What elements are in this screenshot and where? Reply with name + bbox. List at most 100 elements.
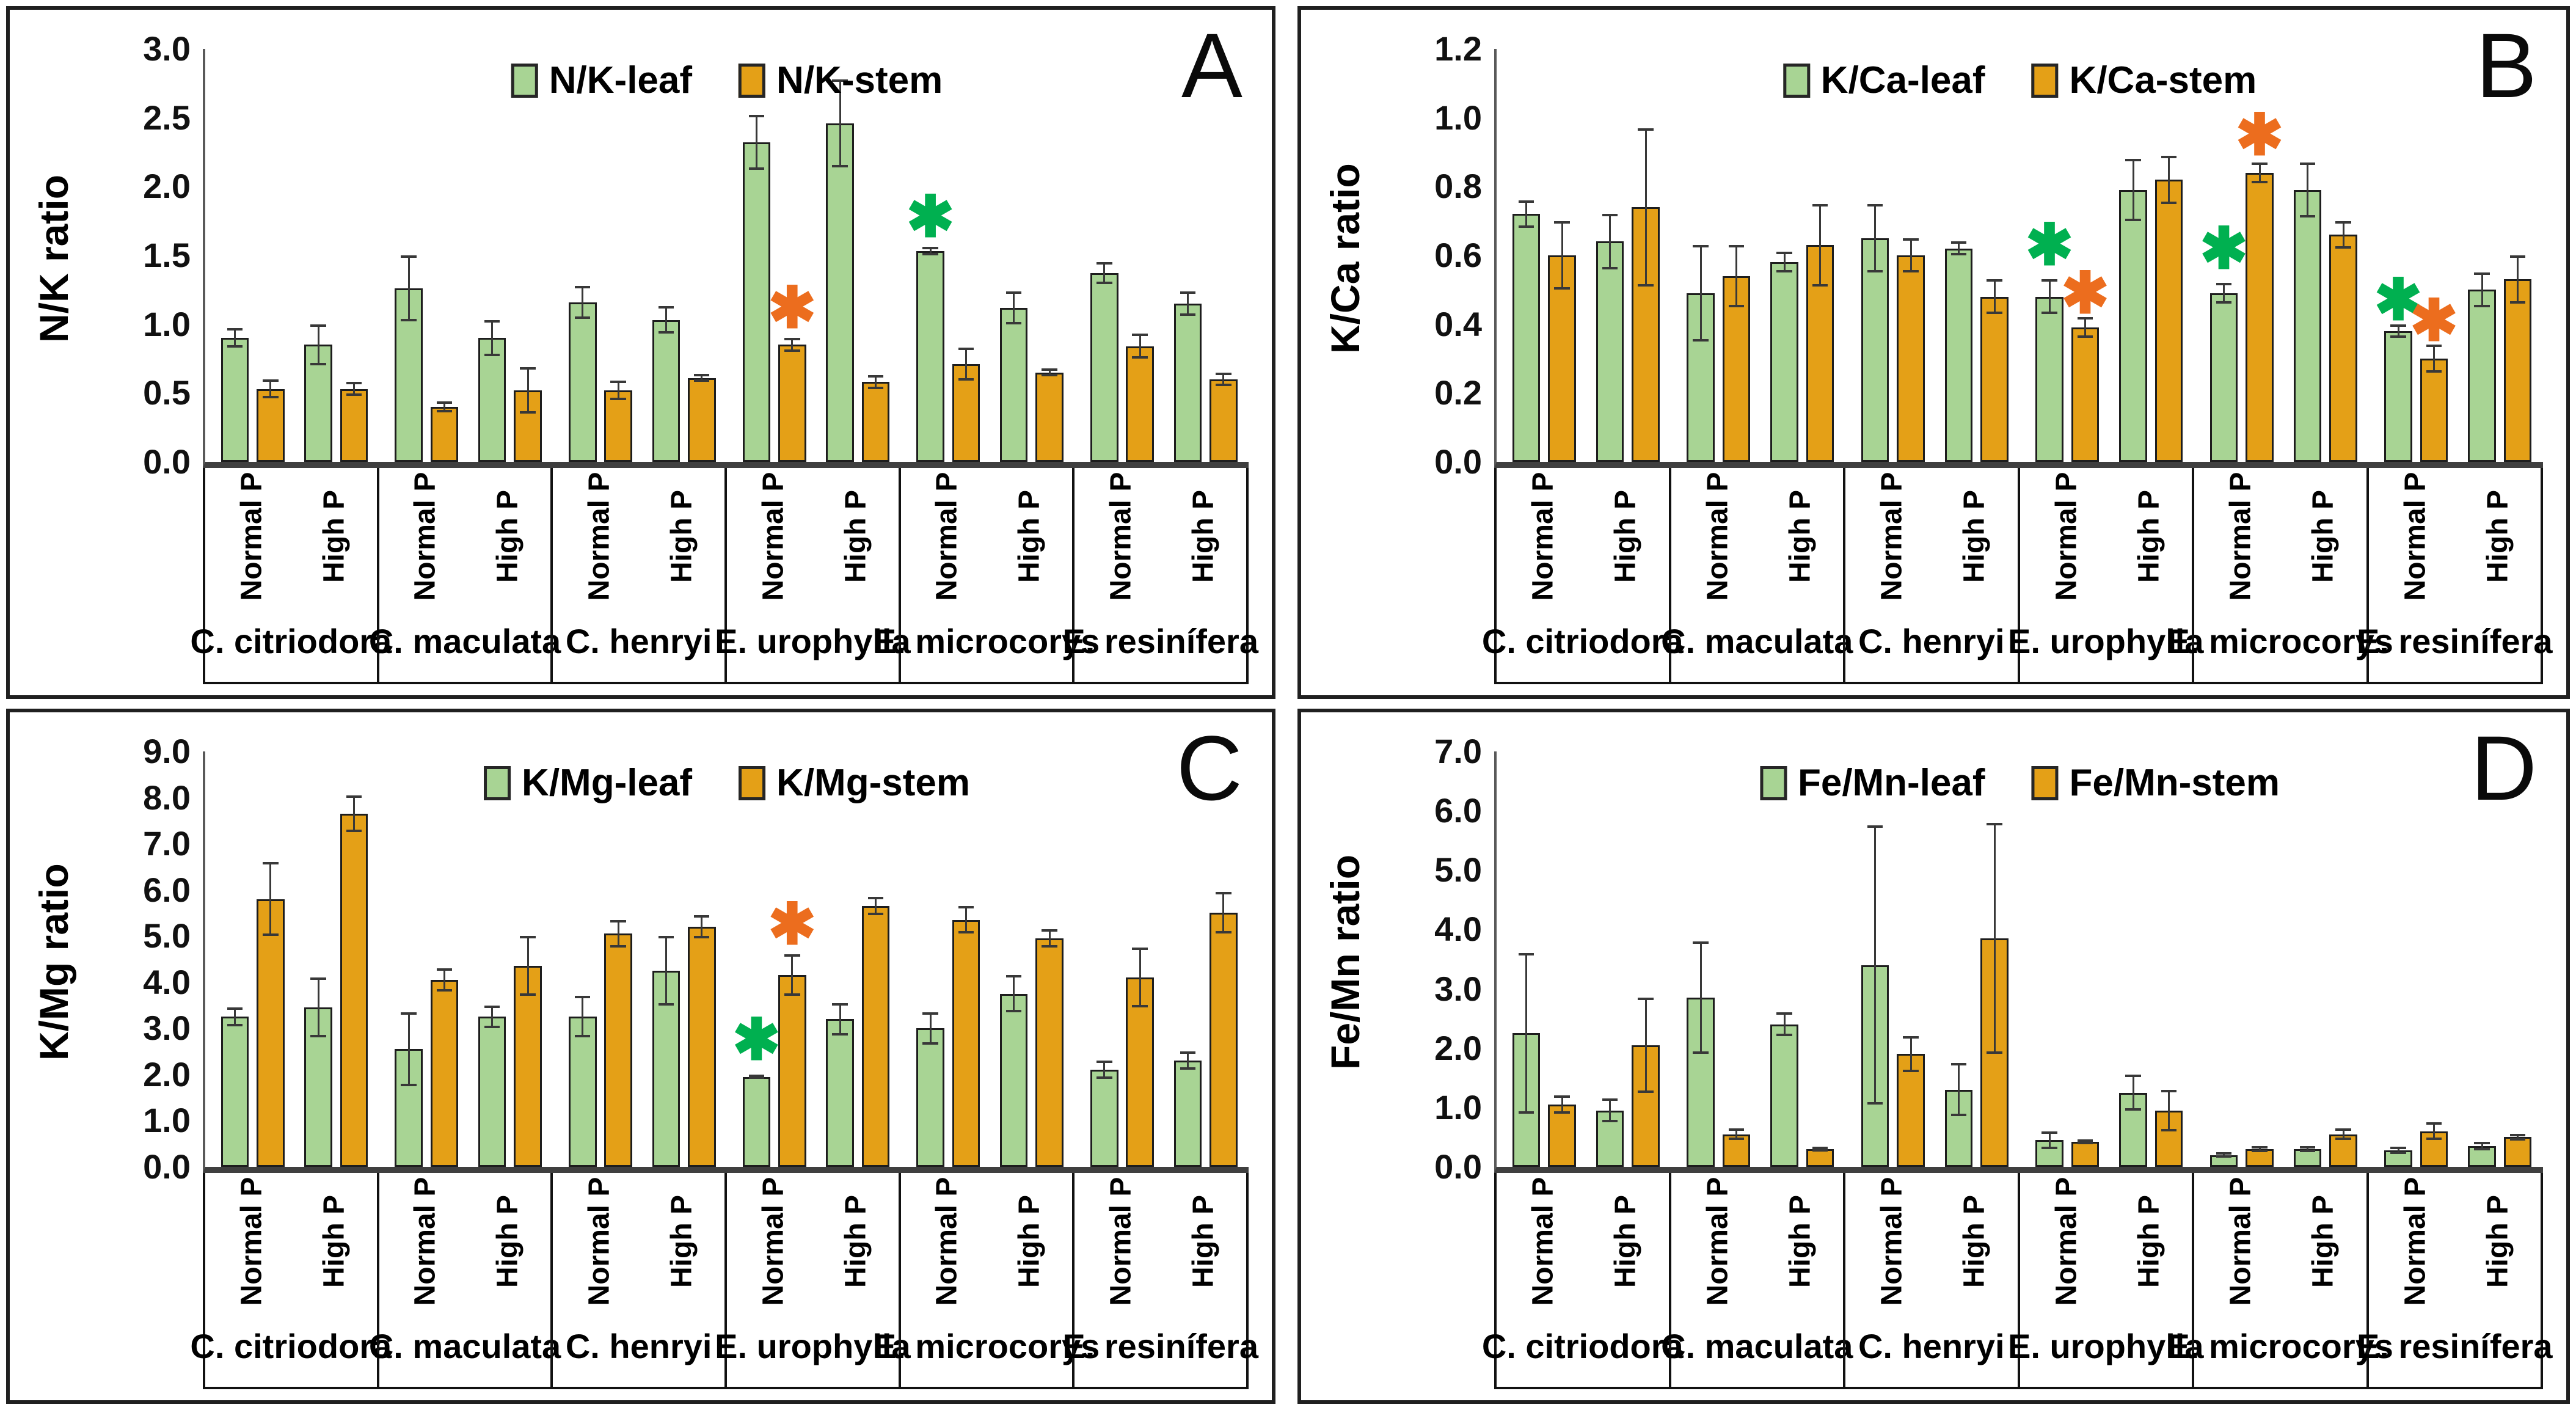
error-bar-cap: [2474, 1142, 2490, 1145]
error-bar-cap: [2216, 1155, 2232, 1158]
treatment-labels: Normal P High P: [2194, 1173, 2366, 1306]
error-bar: [1512, 953, 1541, 1114]
error-bar-line: [2433, 1122, 2436, 1141]
bar-stem: [2155, 180, 2183, 462]
error-bar-cap: [1776, 1012, 1792, 1015]
error-bar: [826, 1003, 854, 1036]
y-axis-label: K/Mg ratio: [31, 863, 76, 1061]
bar-leaf: [221, 1017, 249, 1167]
treatment-label: Normal P: [1104, 472, 1137, 601]
species-column: Normal P High P E. resinífera: [2357, 1173, 2553, 1387]
error-bar-cap: [262, 396, 279, 399]
bar-leaf: [1770, 1024, 1798, 1167]
error-bar-cap: [1215, 372, 1231, 375]
treatment-labels: Normal P High P: [2020, 468, 2192, 601]
treatment-label: Normal P: [1701, 1177, 1734, 1306]
legend-swatch-leaf-icon: [511, 63, 538, 98]
treatment-labels: Normal P High P: [379, 468, 551, 601]
error-bar-line: [352, 382, 355, 396]
bar-leaf: [1173, 1061, 1202, 1167]
error-bar-cap: [346, 393, 362, 396]
species-label: E. urophylla: [2008, 621, 2204, 660]
error-bar-cap: [1987, 279, 2002, 282]
y-tick-label: 4.0: [143, 962, 191, 1001]
error-bar-line: [1609, 214, 1611, 269]
error-bar-cap: [310, 324, 326, 327]
error-bar: [1126, 334, 1154, 359]
error-bar: [1770, 1012, 1798, 1037]
error-bar: [1126, 948, 1154, 1008]
error-bar: [604, 381, 632, 400]
y-tick-label: 3.0: [143, 29, 191, 68]
treatment-label: High P: [1609, 1195, 1642, 1288]
legend-label-stem: N/K-stem: [776, 59, 943, 101]
error-bar-cap: [610, 381, 626, 384]
species-label: E. resinífera: [1062, 621, 1258, 660]
treatment-label: High P: [2133, 490, 2166, 583]
error-bar-line: [2132, 1075, 2134, 1111]
legend: Fe/Mn-leaf Fe/Mn-stem: [1759, 761, 2280, 805]
error-bar-cap: [867, 897, 884, 900]
error-bar-cap: [1950, 1114, 1967, 1117]
error-bar-line: [1993, 822, 1996, 1054]
error-bar-cap: [346, 830, 362, 833]
treatment-label: Normal P: [2399, 1177, 2431, 1306]
treatment-label: Normal P: [2224, 1177, 2257, 1306]
error-bar-cap: [574, 316, 591, 319]
error-bar-line: [2307, 1146, 2309, 1152]
panel-letter: D: [2470, 717, 2537, 819]
species-group: [379, 49, 553, 462]
error-bar-cap: [1638, 128, 1654, 131]
error-bar-cap: [1554, 221, 1570, 224]
y-tick-label: 7.0: [1434, 732, 1482, 770]
species-group: [1845, 751, 2020, 1167]
plot-area: 0.0 0.2 0.4 0.6 0.8 1.0 1.2 K/Ca-leaf K/Ca-stem ✱…: [1434, 32, 2543, 479]
treatment-label: High P: [2481, 490, 2514, 583]
error-bar-cap: [2426, 1122, 2442, 1125]
species-group: [2194, 751, 2369, 1167]
error-bar-line: [407, 255, 410, 322]
error-bar-line: [874, 897, 877, 916]
treatment-label: High P: [2133, 1195, 2166, 1288]
treatment-label: Normal P: [930, 472, 963, 601]
error-bar-cap: [484, 1026, 500, 1029]
error-bar-cap: [574, 996, 591, 999]
error-bar-cap: [2125, 1075, 2141, 1078]
error-bar-cap: [574, 285, 591, 288]
error-bar: [340, 382, 368, 396]
error-bar: [1090, 262, 1118, 285]
y-tick-label: 2.0: [143, 1054, 191, 1094]
error-bar: [1596, 1098, 1624, 1123]
treatment-labels: Normal P High P: [1671, 1173, 1844, 1306]
species-label: E. resinífera: [2356, 621, 2553, 660]
error-bar-line: [617, 381, 619, 400]
error-bar-cap: [1903, 1036, 1919, 1039]
bar-leaf: [916, 1028, 944, 1167]
error-bar-line: [1103, 262, 1106, 285]
error-bar-line: [791, 954, 794, 996]
species-label: C. maculata: [368, 1326, 561, 1365]
treatment-label: Normal P: [1875, 1177, 1908, 1306]
error-bar: [916, 247, 944, 255]
error-bar-cap: [520, 993, 536, 996]
error-bar: [1980, 279, 2009, 314]
bar-stem: [861, 906, 890, 1167]
error-bar-cap: [2509, 1133, 2526, 1136]
error-bar-cap: [1987, 1051, 2002, 1054]
error-bar-cap: [2252, 162, 2268, 165]
error-bar-cap: [2216, 301, 2232, 304]
error-bar-cap: [1132, 334, 1148, 337]
error-bar: [778, 338, 806, 352]
y-tick-label: 3.0: [143, 1009, 191, 1048]
error-bar-cap: [1693, 245, 1709, 248]
error-bar: [2119, 159, 2147, 221]
error-bar: [2384, 324, 2412, 338]
error-bar-cap: [784, 349, 800, 352]
bar-stem: [952, 919, 980, 1167]
treatment-label: High P: [839, 490, 872, 583]
species-column: Normal P High P C. citriodora: [1482, 468, 1684, 682]
error-bar-cap: [2299, 1146, 2316, 1149]
species-group: [2020, 751, 2195, 1167]
species-group: [553, 49, 727, 462]
